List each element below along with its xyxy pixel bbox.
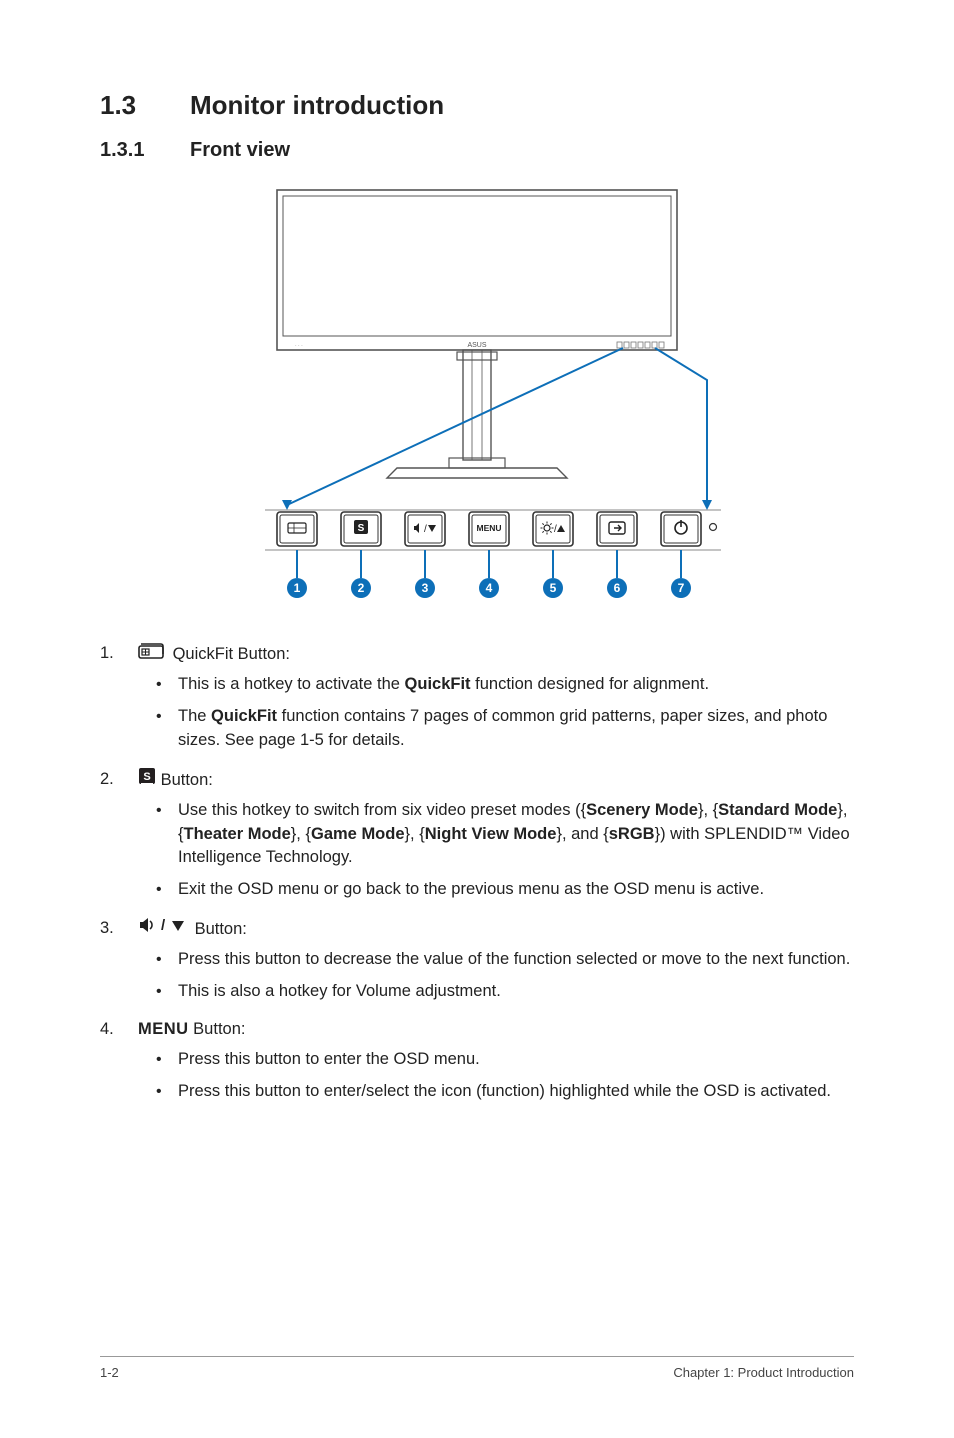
list-item-head: 3. / Button: [100, 916, 854, 942]
list-item-label-text: Button: [156, 771, 213, 789]
volume-down-icon: / [138, 916, 190, 934]
section-number: 1.3 [100, 90, 190, 121]
monitor-diagram: ASUS · · · 1 S 2 / 3 MENU 4 / 5 6 7 [217, 180, 737, 610]
list-item-number: 4. [100, 1018, 120, 1042]
footer-chapter: Chapter 1: Product Introduction [673, 1365, 854, 1380]
bullet-item: This is a hotkey to activate the QuickFi… [156, 673, 854, 697]
bullet-item: Press this button to enter/select the ic… [156, 1080, 854, 1104]
list-item: 3. / Button: Press this button to decrease… [100, 916, 854, 1004]
svg-text:/: / [161, 917, 166, 934]
list-item-number: 3. [100, 917, 120, 941]
bullet-list: Press this button to enter the OSD menu.… [100, 1048, 854, 1104]
list-item-head: 4. MENU Button: [100, 1018, 854, 1042]
s-badge-icon-slot: S [138, 767, 156, 785]
footer-page-number: 1-2 [100, 1365, 119, 1380]
list-item-label: S Button: [138, 767, 213, 793]
svg-text:/: / [424, 524, 427, 535]
list-item-label-text: Button: [189, 1020, 246, 1038]
splendid-icon: S [138, 767, 156, 785]
svg-text:2: 2 [358, 581, 365, 595]
menu-word-icon-slot: MENU [138, 1018, 189, 1042]
bullet-item: The QuickFit function contains 7 pages o… [156, 705, 854, 753]
list-item-label-text: QuickFit Button: [168, 645, 290, 663]
menu-label-icon: MENU [138, 1018, 189, 1042]
list-item: 2. S Button: Use this hotkey to switch fro… [100, 767, 854, 903]
list-item-number: 1. [100, 642, 120, 666]
page-footer: 1-2 Chapter 1: Product Introduction [100, 1356, 854, 1380]
svg-text:S: S [358, 523, 365, 534]
list-item-label: MENU Button: [138, 1018, 245, 1042]
list-item-head: 2. S Button: [100, 767, 854, 793]
bullet-item: Exit the OSD menu or go back to the prev… [156, 878, 854, 902]
svg-text:6: 6 [614, 581, 621, 595]
button-description-list: 1. QuickFit Button: This is a hotkey to a… [100, 641, 854, 1104]
list-item: 1. QuickFit Button: This is a hotkey to a… [100, 641, 854, 753]
svg-text:5: 5 [550, 581, 557, 595]
list-item-head: 1. QuickFit Button: [100, 641, 854, 667]
bullet-list: This is a hotkey to activate the QuickFi… [100, 673, 854, 753]
list-item-label: / Button: [138, 916, 247, 942]
bullet-list: Press this button to decrease the value … [100, 948, 854, 1004]
list-item-number: 2. [100, 768, 120, 792]
section-heading: 1.3Monitor introduction [100, 90, 854, 121]
svg-text:/: / [554, 524, 557, 535]
bullet-item: Use this hotkey to switch from six video… [156, 799, 854, 871]
svg-text:4: 4 [486, 581, 493, 595]
front-view-figure: ASUS · · · 1 S 2 / 3 MENU 4 / 5 6 7 [217, 180, 737, 615]
svg-text:7: 7 [678, 581, 685, 595]
quickfit-icon [138, 641, 168, 659]
quickfit-icon-slot [138, 641, 168, 659]
vol-down-icon-slot: / [138, 916, 190, 934]
subsection-title: Front view [190, 139, 290, 161]
svg-text:· · ·: · · · [295, 343, 303, 349]
bullet-item: This is also a hotkey for Volume adjustm… [156, 980, 854, 1004]
list-item-label-text: Button: [190, 920, 247, 938]
svg-text:ASUS: ASUS [467, 342, 486, 349]
section-title: Monitor introduction [190, 90, 444, 120]
svg-text:3: 3 [422, 581, 429, 595]
subsection-heading: 1.3.1Front view [100, 139, 854, 162]
subsection-number: 1.3.1 [100, 139, 190, 162]
bullet-list: Use this hotkey to switch from six video… [100, 799, 854, 903]
svg-text:S: S [143, 771, 150, 783]
bullet-item: Press this button to enter the OSD menu. [156, 1048, 854, 1072]
bullet-item: Press this button to decrease the value … [156, 948, 854, 972]
svg-text:1: 1 [294, 581, 301, 595]
svg-text:MENU: MENU [476, 523, 501, 533]
list-item-label: QuickFit Button: [138, 641, 290, 667]
list-item: 4. MENU Button: Press this button to enter… [100, 1018, 854, 1104]
